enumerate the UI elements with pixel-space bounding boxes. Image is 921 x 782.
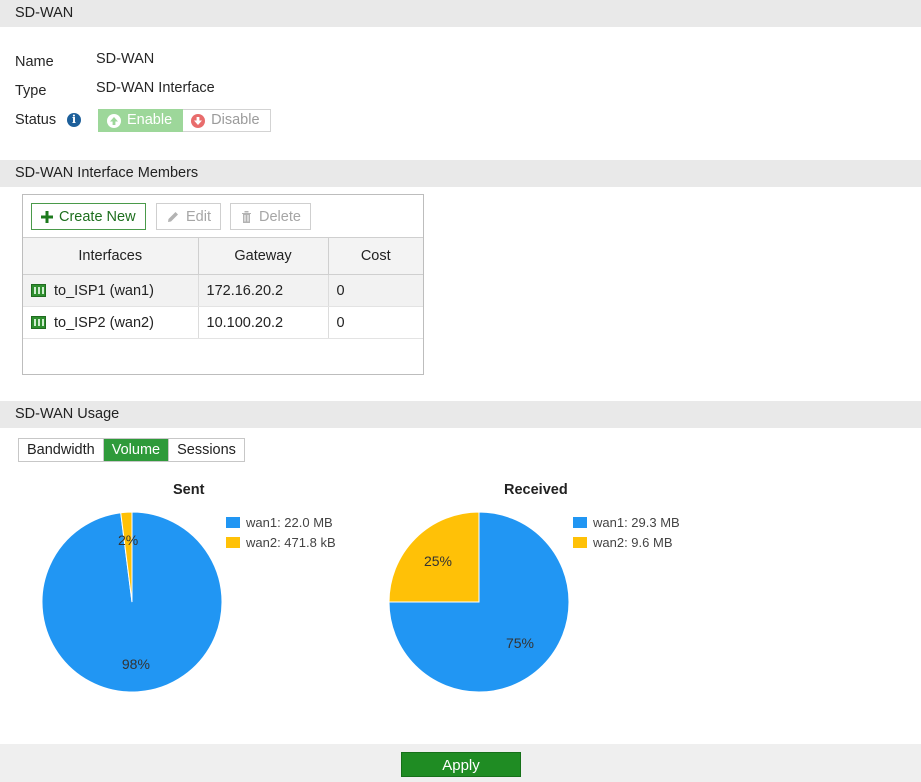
trash-icon (242, 210, 251, 223)
arrow-down-circle-icon (191, 113, 206, 128)
pie-label-wan2: 25% (424, 553, 452, 569)
legend-item[interactable]: wan2: 471.8 kB (226, 532, 336, 552)
members-table: Interfaces Gateway Cost to_ISP1 (wan1) 1… (23, 237, 423, 339)
pie-label-wan2: 2% (118, 532, 138, 548)
usage-view-selector[interactable]: Bandwidth Volume Sessions (18, 438, 245, 462)
legend-label: wan2: 9.6 MB (593, 534, 673, 550)
table-row[interactable]: to_ISP2 (wan2) 10.100.20.2 0 (23, 306, 423, 339)
column-header-interfaces[interactable]: Interfaces (23, 237, 199, 275)
table-row[interactable]: to_ISP1 (wan1) 172.16.20.2 0 (23, 274, 423, 307)
type-value: SD-WAN Interface (96, 80, 215, 96)
enable-label: Enable (127, 112, 173, 128)
arrow-up-circle-icon (107, 113, 121, 128)
pie-slice-wan2[interactable] (120, 511, 133, 603)
tab-bandwidth[interactable]: Bandwidth (19, 439, 104, 461)
delete-button[interactable]: Delete (230, 203, 311, 230)
cost-cell: 0 (328, 306, 423, 339)
pie-label-wan1: 75% (506, 635, 534, 651)
status-toggle[interactable]: Enable Disable (98, 109, 271, 132)
legend-received: wan1: 29.3 MB wan2: 9.6 MB (573, 512, 680, 552)
delete-label: Delete (259, 208, 301, 225)
pie-slice-wan2[interactable] (388, 511, 480, 603)
section-header-members: SD-WAN Interface Members (0, 160, 921, 187)
status-label: Status (15, 112, 57, 128)
interface-cell[interactable]: to_ISP2 (wan2) (23, 306, 199, 339)
enable-option[interactable]: Enable (98, 109, 184, 132)
legend-sent: wan1: 22.0 MB wan2: 471.8 kB (226, 512, 336, 552)
pie-chart-received: 75% 25% (388, 511, 570, 693)
legend-swatch (573, 536, 587, 548)
apply-button[interactable]: Apply (401, 752, 521, 777)
edit-button[interactable]: Edit (156, 203, 221, 230)
name-value: SD-WAN (96, 51, 155, 67)
info-icon[interactable]: i (67, 113, 81, 127)
section-header-sdwan: SD-WAN (0, 0, 921, 27)
cost-cell: 0 (328, 274, 423, 307)
legend-swatch (573, 516, 587, 528)
pencil-icon (168, 211, 178, 222)
chart-title-received: Received (504, 482, 568, 498)
section-header-usage: SD-WAN Usage (0, 401, 921, 428)
column-header-gateway[interactable]: Gateway (198, 237, 329, 275)
gateway-cell: 172.16.20.2 (198, 274, 329, 307)
interface-name: to_ISP1 (wan1) (54, 282, 154, 299)
edit-label: Edit (186, 208, 211, 225)
network-port-icon (31, 284, 46, 297)
disable-label: Disable (211, 112, 260, 128)
type-label: Type (15, 83, 47, 99)
interface-cell[interactable]: to_ISP1 (wan1) (23, 274, 199, 307)
pie-label-wan1: 98% (122, 656, 150, 672)
legend-item[interactable]: wan1: 29.3 MB (573, 512, 680, 532)
column-header-cost[interactable]: Cost (328, 237, 423, 275)
create-new-label: Create New (59, 208, 136, 225)
gateway-cell: 10.100.20.2 (198, 306, 329, 339)
legend-label: wan1: 29.3 MB (593, 514, 680, 530)
plus-icon (41, 210, 53, 223)
create-new-button[interactable]: Create New (31, 203, 146, 230)
legend-swatch (226, 516, 240, 528)
legend-label: wan2: 471.8 kB (246, 534, 336, 550)
chart-title-sent: Sent (173, 482, 205, 498)
interface-name: to_ISP2 (wan2) (54, 314, 154, 331)
name-label: Name (15, 54, 54, 70)
tab-sessions[interactable]: Sessions (169, 439, 244, 461)
legend-item[interactable]: wan2: 9.6 MB (573, 532, 680, 552)
network-port-icon (31, 316, 46, 329)
legend-item[interactable]: wan1: 22.0 MB (226, 512, 336, 532)
members-panel: Create New Edit Delete Interfaces Gatewa… (22, 194, 424, 375)
legend-label: wan1: 22.0 MB (246, 514, 333, 530)
legend-swatch (226, 536, 240, 548)
pie-chart-sent: 98% 2% (41, 511, 223, 693)
disable-option[interactable]: Disable (183, 109, 271, 132)
tab-volume[interactable]: Volume (103, 439, 170, 461)
